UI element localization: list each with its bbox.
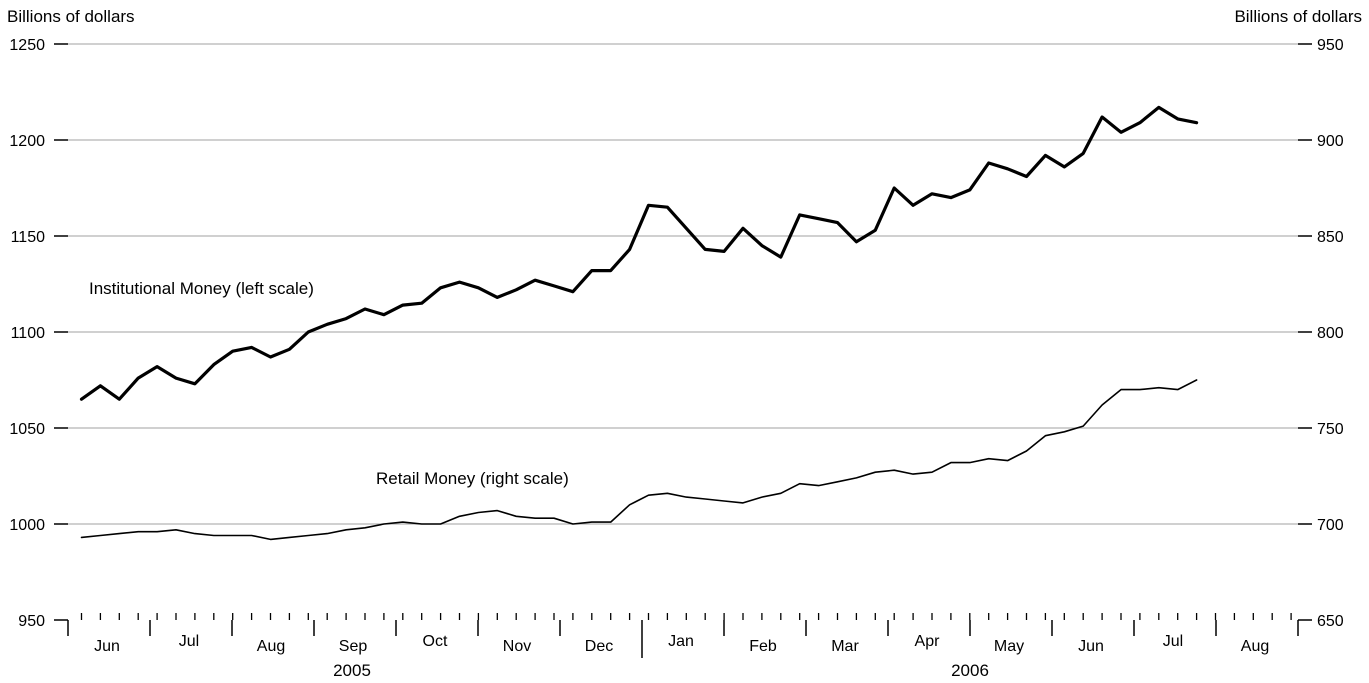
retail-money-line bbox=[80, 379, 1198, 541]
right-axis-title: Billions of dollars bbox=[1234, 7, 1362, 26]
right-tick-label: 800 bbox=[1317, 325, 1344, 342]
right-tick-label: 900 bbox=[1317, 133, 1344, 150]
grid-lines bbox=[68, 43, 1298, 525]
x-axis: Jun Jul Aug Sep Oct Nov Dec Jan Feb Mar Apr May Jun J… bbox=[67, 613, 1299, 658]
left-tick-label: 950 bbox=[18, 613, 45, 630]
month-label: Jan bbox=[668, 633, 694, 650]
month-label: Jun bbox=[1078, 638, 1104, 655]
year-label-2006: 2006 bbox=[951, 661, 989, 680]
right-tick-label: 850 bbox=[1317, 229, 1344, 246]
series-layer bbox=[79, 105, 1199, 541]
left-tick-label: 1150 bbox=[11, 229, 46, 246]
month-label: Oct bbox=[423, 633, 448, 650]
left-axis: 950 1000 1050 1100 1150 1200 1250 bbox=[9, 37, 68, 630]
retail-series-label: Retail Money (right scale) bbox=[376, 469, 569, 488]
month-label: Dec bbox=[585, 638, 613, 655]
left-tick-label: 1050 bbox=[9, 421, 45, 438]
right-tick-label: 700 bbox=[1317, 517, 1344, 534]
right-tick-label: 650 bbox=[1317, 613, 1344, 630]
month-label: Jun bbox=[94, 638, 120, 655]
month-label: May bbox=[994, 638, 1024, 655]
month-label: Sep bbox=[339, 638, 368, 655]
right-tick-label: 750 bbox=[1317, 421, 1344, 438]
month-label: Aug bbox=[1241, 638, 1269, 655]
institutional-series-label: Institutional Money (left scale) bbox=[89, 279, 314, 298]
month-label: Jul bbox=[1163, 633, 1183, 650]
left-tick-label: 1100 bbox=[11, 325, 46, 342]
month-label: Aug bbox=[257, 638, 285, 655]
month-label: Mar bbox=[831, 638, 859, 655]
right-axis: 650 700 750 800 850 900 950 bbox=[1298, 37, 1344, 630]
month-label: Feb bbox=[749, 638, 777, 655]
month-label: Jul bbox=[179, 633, 199, 650]
month-label: Apr bbox=[915, 633, 941, 650]
right-tick-label: 950 bbox=[1317, 37, 1344, 54]
left-tick-label: 1200 bbox=[9, 133, 45, 150]
left-axis-title: Billions of dollars bbox=[7, 7, 135, 26]
left-tick-label: 1250 bbox=[9, 37, 45, 54]
month-label: Nov bbox=[503, 638, 531, 655]
left-tick-label: 1000 bbox=[9, 517, 45, 534]
year-label-2005: 2005 bbox=[333, 661, 371, 680]
institutional-money-line bbox=[79, 105, 1199, 401]
